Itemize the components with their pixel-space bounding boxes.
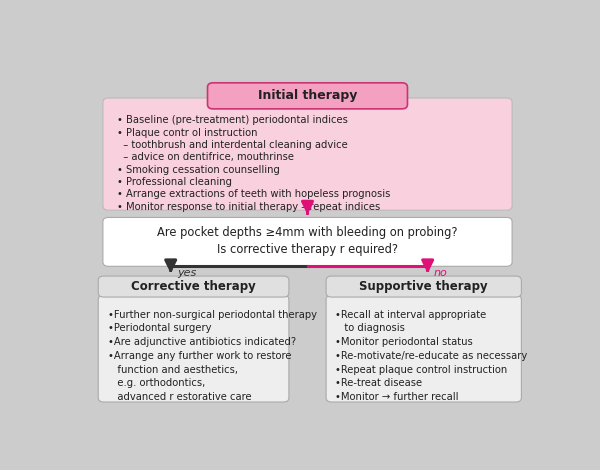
Text: Supportive therapy: Supportive therapy [359,280,488,293]
FancyBboxPatch shape [208,83,407,109]
Text: Is corrective therapy r equired?: Is corrective therapy r equired? [217,243,398,256]
Text: •Monitor → further recall: •Monitor → further recall [335,392,459,402]
Text: •Arrange any further work to restore: •Arrange any further work to restore [107,351,291,361]
Text: •Periodontal surgery: •Periodontal surgery [107,323,211,334]
Text: Are pocket depths ≥4mm with bleeding on probing?: Are pocket depths ≥4mm with bleeding on … [157,227,458,239]
Text: • Smoking cessation counselling: • Smoking cessation counselling [117,164,280,175]
Text: •Recall at interval appropriate: •Recall at interval appropriate [335,310,487,320]
FancyBboxPatch shape [326,276,521,297]
Text: • Monitor response to initial therapy – repeat indices: • Monitor response to initial therapy – … [117,202,380,212]
Text: •Re-motivate/re-educate as necessary: •Re-motivate/re-educate as necessary [335,351,527,361]
Text: •Re-treat disease: •Re-treat disease [335,378,422,389]
Text: – advice on dentifrice, mouthrinse: – advice on dentifrice, mouthrinse [117,152,294,162]
FancyBboxPatch shape [326,295,521,402]
Text: e.g. orthodontics,: e.g. orthodontics, [107,378,205,389]
Text: – toothbrush and interdental cleaning advice: – toothbrush and interdental cleaning ad… [117,140,347,150]
FancyBboxPatch shape [103,218,512,266]
Text: • Professional cleaning: • Professional cleaning [117,177,232,187]
Text: yes: yes [178,268,197,278]
Text: Corrective therapy: Corrective therapy [131,280,256,293]
Text: •Monitor periodontal status: •Monitor periodontal status [335,337,473,347]
FancyBboxPatch shape [103,98,512,210]
FancyBboxPatch shape [98,295,289,402]
Text: no: no [433,268,447,278]
Text: Initial therapy: Initial therapy [258,89,357,102]
Text: •Are adjunctive antibiotics indicated?: •Are adjunctive antibiotics indicated? [107,337,296,347]
FancyBboxPatch shape [98,276,289,297]
Text: • Plaque contr ol instruction: • Plaque contr ol instruction [117,128,257,138]
Text: • Baseline (pre-treatment) periodontal indices: • Baseline (pre-treatment) periodontal i… [117,116,348,125]
Text: •Further non-surgical periodontal therapy: •Further non-surgical periodontal therap… [107,310,317,320]
Text: function and aesthetics,: function and aesthetics, [107,365,238,375]
Text: advanced r estorative care: advanced r estorative care [107,392,251,402]
Text: to diagnosis: to diagnosis [335,323,405,334]
Text: • Arrange extractions of teeth with hopeless prognosis: • Arrange extractions of teeth with hope… [117,189,390,199]
Text: •Repeat plaque control instruction: •Repeat plaque control instruction [335,365,508,375]
